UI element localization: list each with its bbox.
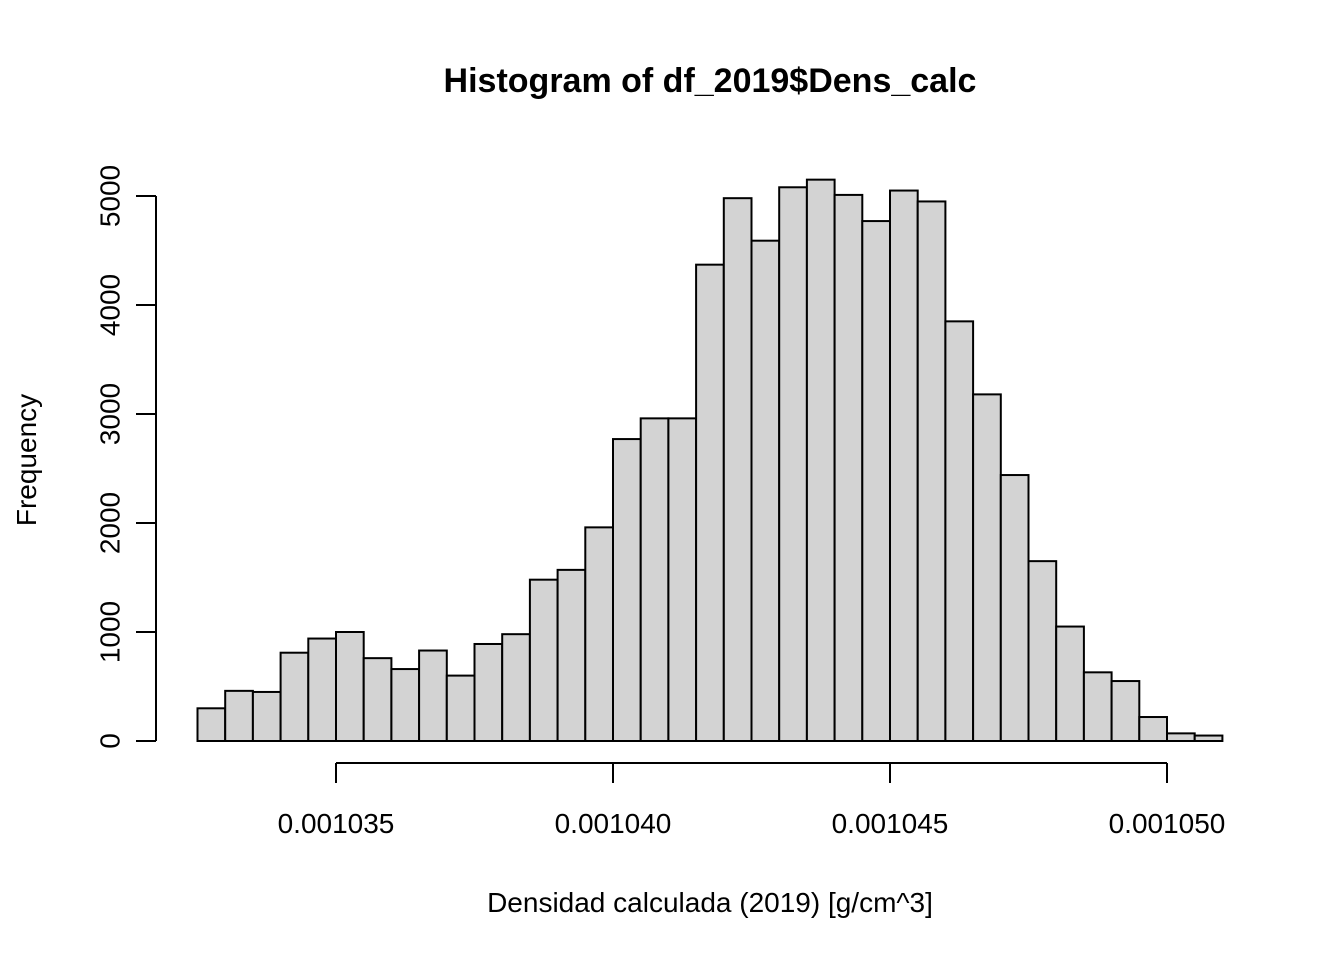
histogram-bars: [196, 178, 1224, 743]
y-axis: 0 1000 2000 3000 4000 5000: [95, 165, 157, 749]
histogram-bar-22: [778, 186, 808, 742]
histogram-bar-4: [279, 651, 310, 743]
x-axis-label: Densidad calculada (2019) [g/cm^3]: [487, 887, 933, 918]
histogram-bar-6: [335, 631, 365, 742]
histogram-bar-8: [390, 668, 421, 742]
histogram-bar-32: [1055, 625, 1085, 742]
histogram-bar-14: [556, 568, 587, 742]
y-axis-label: Frequency: [11, 394, 42, 526]
histogram-bar-19: [695, 263, 725, 742]
x-tick-label: 0.001040: [555, 808, 672, 839]
histogram-bar-36: [1166, 732, 1196, 742]
histogram-bar-21: [750, 239, 781, 742]
x-tick-label: 0.001045: [832, 808, 949, 839]
y-tick-label: 1000: [95, 601, 126, 663]
histogram-bar-37: [1193, 734, 1224, 742]
histogram-bar-3: [251, 690, 282, 743]
y-tick-label: 2000: [95, 492, 126, 554]
histogram-bar-11: [473, 642, 504, 742]
y-tick-label: 5000: [95, 165, 126, 227]
y-tick-label: 0: [95, 733, 126, 749]
y-tick-label: 4000: [95, 274, 126, 336]
histogram-bar-20: [722, 197, 753, 742]
chart-title: Histogram of df_2019$Dens_calc: [444, 62, 977, 100]
histogram-bar-18: [667, 417, 698, 742]
histogram-bar-30: [999, 474, 1030, 742]
x-tick-label: 0.001050: [1109, 808, 1226, 839]
histogram-bar-27: [916, 200, 947, 742]
histogram-bar-34: [1110, 680, 1141, 742]
x-tick-label: 0.001035: [278, 808, 395, 839]
histogram-bar-16: [612, 438, 642, 742]
histogram-bar-23: [805, 178, 836, 742]
histogram-bar-17: [639, 417, 670, 742]
histogram-bar-5: [307, 637, 337, 742]
histogram-bar-25: [861, 220, 891, 742]
histogram-bar-29: [972, 393, 1002, 742]
histogram-bar-13: [528, 578, 559, 742]
histogram-bar-12: [501, 633, 531, 742]
histogram-bar-15: [584, 526, 614, 742]
x-axis: 0.001035 0.001040 0.001045 0.001050: [278, 762, 1226, 839]
histogram-bar-35: [1138, 716, 1169, 743]
histogram-bar-1: [196, 707, 227, 742]
histogram-bar-10: [445, 674, 476, 742]
histogram-bar-28: [944, 320, 975, 742]
histogram-bar-26: [889, 189, 919, 743]
histogram-bar-2: [224, 689, 254, 742]
y-tick-label: 3000: [95, 383, 126, 445]
histogram-bar-33: [1082, 671, 1113, 743]
histogram-bar-31: [1027, 560, 1058, 743]
histogram-bar-9: [418, 649, 448, 743]
histogram-bar-7: [362, 657, 393, 742]
histogram-bar-24: [833, 193, 864, 743]
